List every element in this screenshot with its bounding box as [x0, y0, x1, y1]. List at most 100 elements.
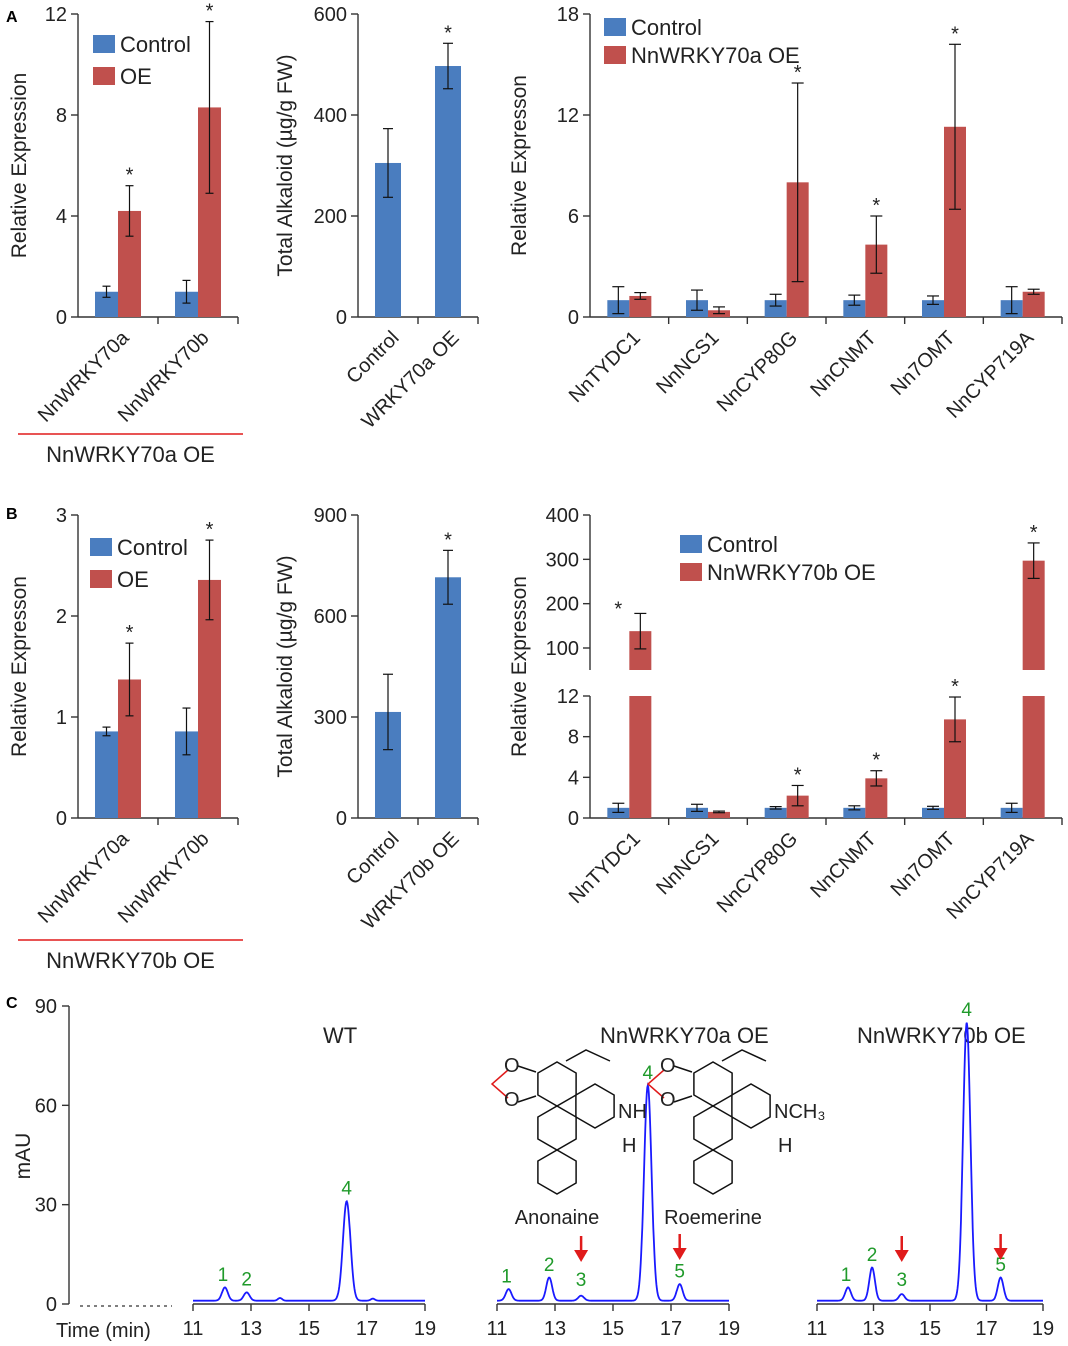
- x-tick-label: NnCYP80G: [713, 327, 802, 416]
- y-tick-label: 12: [557, 686, 579, 708]
- y-tick-label: 400: [314, 105, 347, 127]
- trace-title: NnWRKY70b OE: [857, 1023, 1026, 1048]
- bar-nnwrky70b-oe-nncyp719a-lower: [1022, 696, 1045, 818]
- bar-nnwrky70b-oe-nntydc1-lower: [629, 696, 652, 818]
- ring: [575, 1083, 615, 1129]
- chromatogram-line: [497, 1081, 729, 1302]
- legend-swatch: [93, 67, 115, 85]
- peak-label: 2: [544, 1255, 555, 1276]
- y-tick-label: 300: [546, 549, 579, 571]
- compound-name: Roemerine: [664, 1207, 762, 1229]
- red-arrow-head: [894, 1250, 909, 1262]
- significance-star: *: [206, 519, 214, 541]
- oxygen-atom: O: [504, 1055, 520, 1077]
- bar-total-alkaloid-wrky70a-oe: [435, 66, 461, 317]
- bar-control-nncyp80g: [764, 807, 787, 818]
- peak-label: 2: [241, 1270, 252, 1291]
- y-tick-label: 100: [546, 638, 579, 660]
- y-axis-label: Total Alkaloid (µg/g FW): [274, 54, 297, 276]
- x-tick-label: 19: [414, 1318, 436, 1340]
- peak-label: 3: [896, 1270, 907, 1291]
- legend-label: OE: [117, 567, 149, 592]
- x-tick-label: NnTYDC1: [565, 327, 645, 407]
- bar-control-nn7omt: [922, 807, 944, 818]
- x-tick-label: 11: [807, 1318, 828, 1340]
- legend-label: Control: [120, 32, 191, 57]
- legend-label: Control: [707, 532, 778, 557]
- bar-nnwrky70b-oe-nncyp80g: [786, 795, 809, 818]
- y-tick-label: 2: [56, 606, 67, 628]
- y-tick-label: 0: [56, 808, 67, 830]
- chromatogram-line: [193, 1199, 425, 1302]
- chromatogram-line: [817, 1022, 1043, 1302]
- y-tick-label: 0: [568, 808, 579, 830]
- legend-label: NnWRKY70b OE: [707, 560, 876, 585]
- x-tick-label: 11: [183, 1318, 204, 1340]
- bar-control-nnwrky70a: [95, 731, 118, 818]
- y-tick-label: 60: [35, 1095, 57, 1117]
- y-axis-label: Total Alkaloid (µg/g FW): [274, 555, 297, 777]
- bar-nnwrky70a-oe-nn7omt: [944, 126, 966, 318]
- panel-label-a: A: [6, 9, 18, 26]
- bar-total-alkaloid-wrky70b-oe: [435, 577, 461, 818]
- chart-b-total-alkaloid: 0 300 600 900 Total Alkaloid (µg/g FW) Contro…: [274, 505, 479, 934]
- y-tick-label: 900: [314, 505, 347, 527]
- y-tick-label: 0: [568, 307, 579, 329]
- x-tick-label: NnNCS1: [652, 828, 723, 899]
- x-axis-label: Time (min): [56, 1320, 151, 1342]
- red-arrow-head: [574, 1250, 589, 1262]
- structure-anonaine: OO NH H Anonaine: [490, 1049, 647, 1229]
- x-tick-label: Control: [342, 828, 403, 889]
- peak-label: 1: [841, 1265, 852, 1286]
- x-tick-label: 15: [919, 1318, 941, 1340]
- panel-label-b: B: [6, 506, 18, 523]
- x-tick-label: NnTYDC1: [565, 828, 645, 908]
- ring: [693, 1105, 733, 1151]
- bar-nnwrky70b-oe-nncyp719a-upper: [1022, 560, 1045, 670]
- y-tick-label: 12: [45, 4, 67, 26]
- x-tick-label: 11: [487, 1318, 508, 1340]
- bar-control-nncyp80g: [764, 300, 787, 317]
- y-tick-label: 200: [314, 206, 347, 228]
- legend-swatch: [680, 563, 702, 581]
- bar-control-nnncs1: [686, 807, 708, 818]
- y-tick-label: 4: [56, 206, 67, 228]
- bar-nnwrky70b-oe-nn7omt: [944, 719, 966, 818]
- y-tick-label: 4: [568, 767, 579, 789]
- trace-title: WT: [323, 1023, 357, 1048]
- y-tick-label: 6: [568, 206, 579, 228]
- x-tick-label: Nn7OMT: [887, 327, 960, 400]
- x-tick-label: 15: [298, 1318, 320, 1340]
- y-axis-label: Relative Expression: [8, 73, 31, 259]
- bar-nnwrky70b-oe-nncnmt: [865, 778, 888, 818]
- panel-labels: A B C: [6, 9, 18, 1012]
- x-tick-label: 17: [975, 1318, 997, 1340]
- x-tick-label: Nn7OMT: [887, 828, 960, 901]
- peak-label: 1: [218, 1265, 229, 1286]
- significance-star: *: [444, 22, 452, 44]
- trace-wt: 11 13 15 17 19 WT 1 2 4: [183, 1023, 437, 1340]
- hydrogen-atom: H: [622, 1135, 636, 1157]
- peak-label: 4: [643, 1063, 654, 1084]
- significance-star: *: [126, 622, 134, 644]
- peak-label: 4: [341, 1179, 352, 1200]
- x-tick-label: NnCNMT: [806, 828, 880, 902]
- chart-b-pathway-genes: 0 4 8 12 100 200 300 400 Relative Expresson * NnTY…: [508, 505, 1063, 924]
- bar-control-nncnmt: [843, 807, 866, 818]
- y-tick-label: 18: [557, 4, 579, 26]
- legend-swatch: [604, 18, 626, 36]
- bar-oe-nnwrky70b: [198, 579, 221, 818]
- amine-group: NCH₃: [774, 1101, 825, 1123]
- bar-oe-nnwrky70a: [118, 679, 141, 818]
- x-tick-label: 17: [660, 1318, 682, 1340]
- bar-nnwrky70b-oe-nnncs1: [708, 811, 730, 818]
- red-arrow-head: [993, 1248, 1008, 1260]
- ring: [537, 1105, 577, 1151]
- y-tick-label: 8: [56, 105, 67, 127]
- legend-label: NnWRKY70a OE: [631, 43, 800, 68]
- x-tick-label: 19: [1032, 1318, 1054, 1340]
- structure-roemerine: OO NCH₃ H Roemerine: [646, 1049, 825, 1229]
